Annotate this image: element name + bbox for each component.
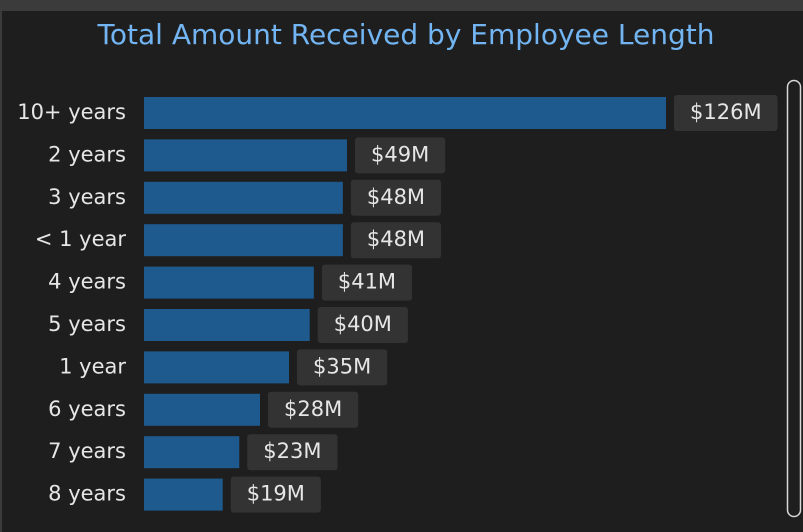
bar [144,139,347,172]
category-label: 1 year [59,354,126,378]
value-label-box [350,222,442,259]
value-label-box [674,95,778,131]
value-label-box [321,264,413,301]
value-label-box [350,179,442,216]
bar [144,351,289,384]
left-border [0,11,2,532]
chart-title: Total Amount Received by Employee Length [97,18,715,51]
value-label-box [230,476,321,513]
top-border [0,0,803,11]
value-label-box [297,349,388,386]
value-label-box [268,391,359,428]
bar [144,97,666,129]
category-label: 10+ years [17,100,126,124]
value-label: $19M [247,482,305,506]
value-label: $48M [367,227,425,251]
value-label: $28M [284,397,342,421]
value-label: $40M [334,312,392,336]
category-label: < 1 year [35,227,127,251]
value-label: $35M [313,354,371,378]
category-label: 5 years [48,312,126,336]
bar [144,478,223,511]
value-label: $23M [263,439,321,463]
value-label: $41M [338,270,396,294]
bar [144,224,343,257]
value-label: $126M [690,100,762,124]
value-label: $49M [371,142,429,166]
bar [144,309,310,341]
value-label: $48M [367,185,425,209]
bar [144,393,260,426]
value-label-box [317,307,408,343]
scrollbar[interactable] [786,79,802,518]
value-label-box [247,434,338,471]
category-label: 2 years [48,142,126,166]
bar [144,266,314,299]
category-label: 8 years [48,482,126,506]
bar [144,181,343,214]
value-label-box [355,137,446,174]
category-label: 6 years [48,397,126,421]
scrollbar-thumb[interactable] [790,83,798,487]
category-label: 3 years [48,185,126,209]
bar [144,436,240,469]
category-label: 7 years [48,439,126,463]
category-label: 4 years [48,270,126,294]
